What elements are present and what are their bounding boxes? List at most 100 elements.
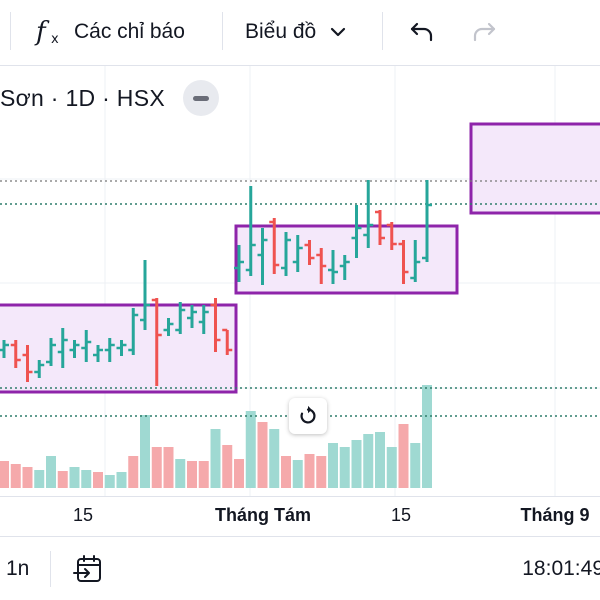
ohlc-bar: [187, 305, 197, 328]
volume-bar: [304, 454, 315, 488]
ohlc-bar: [422, 180, 432, 262]
ohlc-bar: [398, 240, 409, 284]
volume-bar: [269, 429, 280, 488]
clock-display: 18:01:49: [522, 557, 600, 580]
chevron-down-icon: [331, 27, 346, 37]
go-to-date-button[interactable]: [70, 551, 108, 587]
reset-icon: [300, 405, 316, 424]
redo-icon: [473, 22, 496, 42]
volume-bar: [175, 459, 186, 488]
volume-bar: [81, 470, 92, 488]
volume-bar: [93, 472, 103, 488]
range-selector[interactable]: 1n: [6, 557, 30, 580]
volume-bar: [351, 440, 362, 488]
volume-bar: [281, 456, 291, 488]
ohlc-bar: [222, 328, 233, 355]
volume-bars: [0, 385, 432, 488]
time-tick: 15: [72, 505, 94, 525]
volume-bar: [386, 447, 397, 488]
ohlc-bars: [0, 180, 432, 386]
volume-bar: [398, 424, 409, 488]
ohlc-bar: [104, 338, 115, 362]
reset-chart-button[interactable]: [289, 398, 327, 434]
ohlc-bar: [386, 222, 397, 250]
volume-bar: [292, 460, 303, 488]
volume-bar: [257, 422, 268, 488]
ohlc-bar: [375, 210, 385, 245]
ohlc-bar: [351, 205, 362, 258]
toolbar-divider: [10, 12, 11, 50]
volume-bar: [10, 464, 21, 488]
undo-button[interactable]: [402, 14, 442, 50]
indicators-label: Các chỉ báo: [74, 20, 185, 43]
toolbar-divider: [382, 12, 383, 50]
volume-bar: [151, 447, 162, 488]
ohlc-bar: [46, 338, 56, 366]
volume-bar: [163, 447, 174, 488]
ohlc-bar: [292, 235, 303, 272]
volume-bar: [187, 461, 197, 488]
time-axis: 15 Tháng Tám 15 Tháng 9: [0, 496, 600, 532]
chart-type-dropdown[interactable]: Biểu đồ: [245, 14, 346, 50]
ohlc-bar: [316, 248, 327, 284]
undo-icon: [410, 22, 433, 42]
minus-icon: [193, 95, 209, 101]
ohlc-bar: [116, 340, 127, 356]
legend-collapse-button[interactable]: [183, 80, 219, 116]
volume-bar: [363, 434, 374, 488]
toolbar-divider: [222, 12, 223, 50]
volume-bar: [316, 456, 327, 488]
ohlc-bar: [210, 298, 221, 352]
range-boxes[interactable]: [0, 122, 600, 394]
volume-bar: [245, 411, 256, 488]
volume-bar: [46, 456, 56, 488]
symbol-info: Sơn · 1D · HSX: [0, 84, 165, 111]
ohlc-bar: [69, 340, 80, 358]
ohlc-bar: [22, 345, 33, 382]
bottom-bar: 1n 18:01:49: [0, 536, 600, 600]
calendar-goto-icon: [73, 555, 101, 582]
bottom-divider: [50, 551, 51, 587]
ohlc-bar: [151, 298, 162, 386]
time-tick-month: Tháng Tám: [214, 505, 312, 525]
redo-button[interactable]: [464, 14, 504, 50]
symbol-legend[interactable]: Sơn · 1D · HSX: [0, 78, 219, 118]
range-box: [234, 224, 459, 295]
price-levels: [0, 180, 600, 417]
ohlc-bar: [410, 240, 421, 282]
volume-bar: [422, 385, 432, 488]
volume-bar: [140, 415, 150, 488]
ohlc-bar: [328, 250, 338, 284]
volume-bar: [22, 467, 33, 488]
ohlc-bar: [281, 232, 291, 276]
volume-bar: [57, 471, 68, 488]
volume-bar: [128, 456, 139, 488]
ohlc-bar: [269, 218, 280, 274]
ohlc-bar: [34, 360, 45, 378]
ohlc-bar: [234, 245, 244, 282]
volume-bar: [34, 470, 45, 488]
ohlc-bar: [339, 255, 350, 280]
range-box: [469, 122, 600, 215]
volume-bar: [234, 459, 244, 488]
ohlc-bar: [245, 186, 256, 276]
volume-bar: [198, 461, 209, 488]
volume-bar: [210, 429, 221, 488]
ohlc-bar: [198, 305, 209, 334]
ohlc-bar: [175, 302, 186, 334]
volume-bar: [116, 472, 127, 488]
volume-bar: [222, 445, 233, 488]
ohlc-bar: [304, 240, 315, 265]
ohlc-bar: [93, 345, 103, 362]
volume-bar: [410, 443, 421, 488]
ohlc-bar: [57, 328, 68, 368]
ohlc-bar: [0, 340, 9, 358]
time-tick: 15: [390, 505, 412, 525]
volume-bar: [0, 461, 9, 488]
ohlc-bar: [163, 318, 174, 336]
